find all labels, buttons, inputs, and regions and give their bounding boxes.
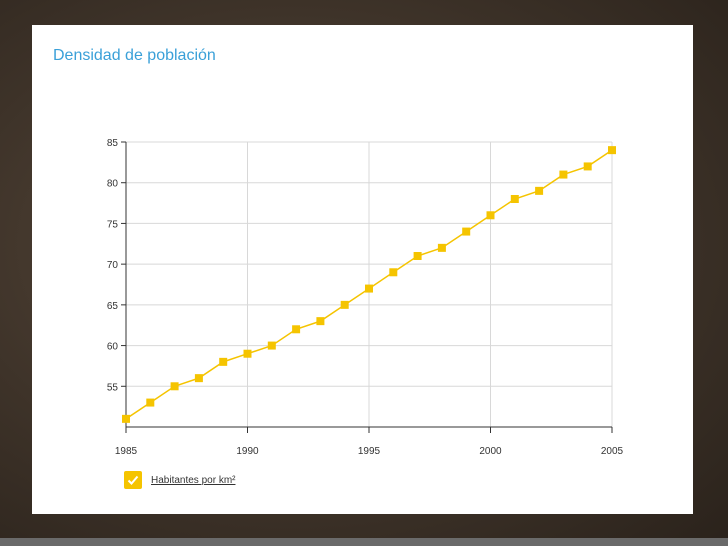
data-point	[510, 195, 519, 203]
slide: Densidad de población 55 60 65 70 75 80 85 1985…	[32, 25, 693, 514]
data-point	[146, 398, 155, 407]
x-tick-label: 2005	[601, 446, 624, 457]
y-tick-label: 65	[107, 301, 119, 312]
y-tick-label: 60	[107, 342, 119, 353]
checkmark-icon[interactable]	[124, 471, 142, 489]
y-tick-label: 75	[107, 219, 119, 230]
legend[interactable]: Habitantes por km²	[124, 471, 235, 489]
y-tick-label: 80	[107, 179, 119, 190]
data-point	[194, 374, 203, 383]
data-point	[316, 317, 325, 326]
data-point	[559, 170, 568, 179]
data-point	[365, 284, 373, 293]
data-point	[340, 300, 349, 309]
y-tick-label: 55	[107, 382, 119, 393]
line-chart: 55 60 65 70 75 80 85 1985 1990 1995 2000 2005	[107, 138, 624, 457]
data-point	[413, 252, 422, 260]
data-point	[267, 341, 276, 350]
data-point	[437, 243, 446, 252]
data-point	[243, 349, 252, 358]
y-tick-label: 70	[107, 260, 119, 271]
chart-title: Densidad de población	[53, 47, 216, 64]
data-point	[535, 186, 544, 195]
legend-label[interactable]: Habitantes por km²	[151, 474, 236, 486]
data-point	[170, 382, 179, 391]
data-point	[462, 227, 471, 236]
data-point	[389, 268, 398, 277]
data-point	[219, 357, 228, 366]
data-point	[608, 146, 616, 155]
data-point	[292, 325, 301, 334]
x-tick-label: 1995	[358, 446, 381, 457]
x-tick-label: 1985	[115, 446, 138, 457]
bottom-bar	[0, 538, 728, 546]
y-tick-label: 85	[107, 138, 119, 149]
x-tick-label: 1990	[236, 446, 259, 457]
data-point	[583, 162, 592, 171]
x-tick-label: 2000	[479, 446, 502, 457]
data-point	[122, 414, 130, 423]
data-point	[486, 211, 495, 220]
